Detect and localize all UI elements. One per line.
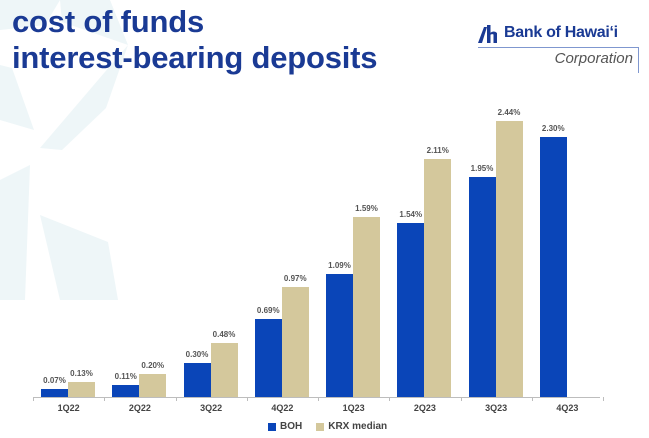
- legend-swatch-krx: [316, 422, 325, 431]
- x-axis-tick: [389, 397, 391, 401]
- bar-krx: [353, 217, 380, 397]
- bank-name: Bank of Hawaiʻi: [504, 24, 618, 41]
- bank-subtitle: Corporation: [554, 50, 633, 67]
- background-star-decoration: [0, 0, 260, 438]
- x-axis-label: 3Q22: [200, 403, 223, 413]
- bar-krx: [210, 343, 238, 397]
- data-label-boh: 0.07%: [43, 376, 66, 385]
- x-axis-label: 2Q23: [413, 403, 436, 413]
- data-label-krx: 1.59%: [355, 204, 378, 213]
- x-axis: [33, 397, 600, 398]
- x-axis-tick: [246, 397, 248, 401]
- bar-boh: [468, 177, 496, 397]
- page-title: cost of funds interest-bearing deposits: [12, 4, 378, 76]
- data-label-boh: 1.54%: [399, 210, 423, 219]
- legend-label-boh: BOH: [280, 421, 303, 432]
- logo-divider-vertical: [638, 47, 639, 73]
- x-axis-label: 1Q23: [342, 403, 365, 413]
- bar-krx: [424, 159, 452, 397]
- bar-krx: [281, 287, 309, 397]
- x-axis-tick: [531, 397, 533, 401]
- x-axis-tick: [318, 397, 319, 401]
- title-line-1: cost of funds: [12, 4, 204, 39]
- bar-boh: [397, 223, 425, 397]
- data-label-boh: 0.30%: [185, 350, 209, 359]
- x-axis-tick: [104, 397, 106, 401]
- chart-legend: BOH KRX median: [268, 421, 387, 432]
- bar-krx: [495, 121, 523, 397]
- x-axis-tick: [175, 397, 177, 401]
- legend-label-krx: KRX median: [328, 421, 388, 432]
- data-label-krx: 0.13%: [70, 369, 93, 378]
- data-label-krx: 2.44%: [497, 108, 521, 117]
- title-line-2: interest-bearing deposits: [12, 40, 378, 75]
- x-axis-label: 4Q22: [271, 403, 294, 413]
- bar-boh: [41, 389, 68, 397]
- bar-boh: [326, 274, 353, 397]
- bar-boh: [112, 385, 140, 397]
- data-label-krx: 0.97%: [283, 274, 307, 283]
- bar-boh: [254, 319, 282, 397]
- legend-swatch-boh: [268, 422, 276, 431]
- x-axis-label: 4Q23: [556, 403, 579, 413]
- x-axis-tick: [33, 397, 34, 401]
- x-axis-tick: [603, 397, 604, 401]
- x-axis-tick: [460, 397, 462, 401]
- x-axis-label: 2Q22: [128, 403, 151, 413]
- bar-krx: [139, 374, 167, 397]
- x-axis-label: 3Q23: [485, 403, 508, 413]
- x-axis-label: 1Q22: [57, 403, 80, 413]
- data-label-boh: 1.09%: [328, 261, 351, 270]
- bar-boh: [183, 363, 211, 397]
- logo-divider: [478, 47, 638, 48]
- bank-of-hawaii-mark-icon: [478, 25, 497, 43]
- bar-boh: [539, 137, 567, 397]
- data-label-boh: 0.11%: [114, 372, 137, 381]
- data-label-boh: 2.30%: [541, 124, 565, 133]
- bar-krx: [68, 382, 95, 397]
- data-label-krx: 0.48%: [212, 330, 236, 339]
- data-label-boh: 0.69%: [256, 306, 280, 315]
- data-label-krx: 2.11%: [426, 146, 449, 155]
- bank-logo: Bank of Hawaiʻi Corporation: [478, 22, 643, 74]
- data-label-boh: 1.95%: [470, 164, 494, 173]
- data-label-krx: 0.20%: [141, 361, 165, 370]
